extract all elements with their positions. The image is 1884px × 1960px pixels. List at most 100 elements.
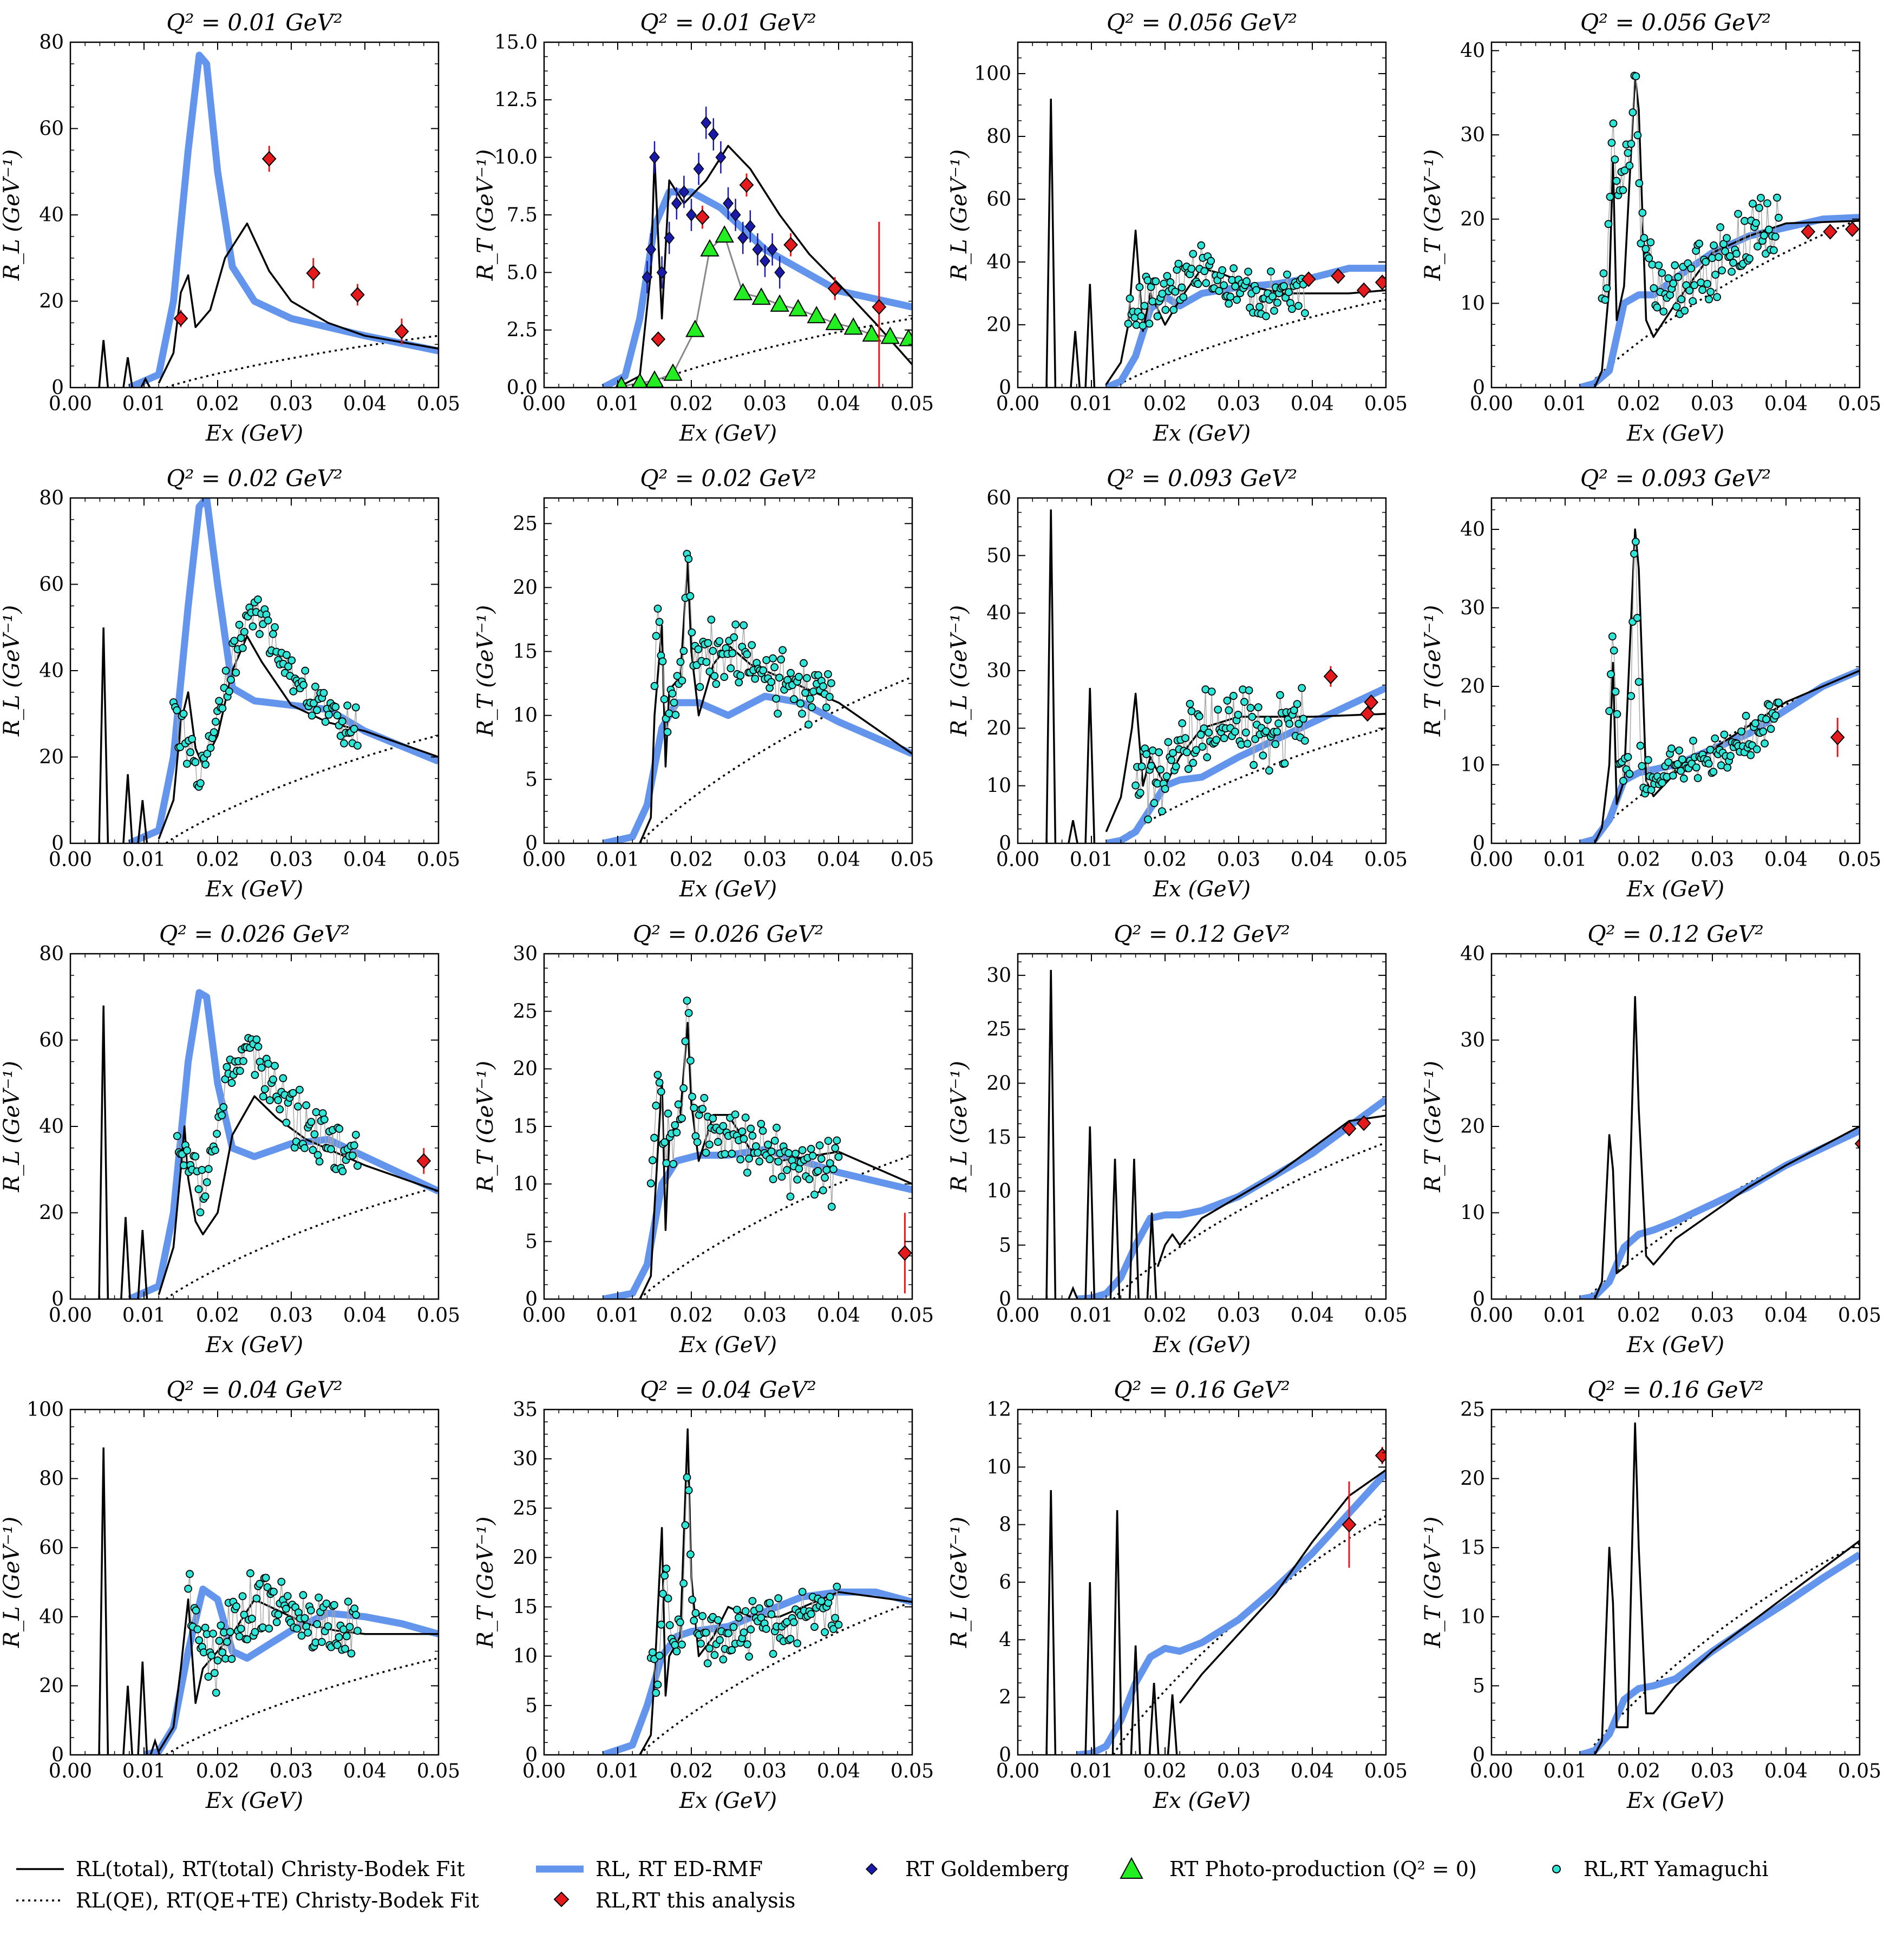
plot-frame	[1490, 41, 1861, 389]
y-tick-label: 60	[39, 118, 64, 140]
yamaguchi-point	[1671, 261, 1679, 270]
yamaguchi-point	[301, 666, 310, 675]
yamaguchi-point	[1255, 303, 1264, 311]
yamaguchi-point	[304, 1628, 312, 1637]
plot-area	[1579, 996, 1860, 1299]
x-tick-label: 0.03	[1217, 393, 1260, 415]
yamaguchi-point	[1162, 772, 1171, 781]
yamaguchi-point	[173, 706, 181, 714]
yamaguchi-point	[766, 1598, 774, 1607]
photo-point	[899, 329, 912, 346]
yamaguchi-point	[259, 1092, 267, 1101]
y-tick-label: 0	[525, 1744, 538, 1766]
yamaguchi-point	[671, 711, 680, 719]
yamaguchi-point	[319, 689, 328, 697]
yamaguchi-point	[313, 1151, 322, 1159]
x-tick-label: 0.02	[1617, 849, 1660, 871]
goldemberg-point	[678, 185, 690, 199]
y-tick-label: 15.0	[494, 31, 538, 54]
yamaguchi-point	[186, 1570, 194, 1578]
yamaguchi-point	[786, 1635, 795, 1643]
yamaguchi-point	[731, 620, 740, 629]
x-tick-label: 0.01	[596, 849, 639, 871]
yamaguchi-point	[709, 647, 717, 655]
x-tick-label: 0.05	[891, 849, 934, 871]
yamaguchi-point	[239, 1057, 247, 1065]
yamaguchi-point	[1197, 241, 1206, 250]
yamaguchi-point	[686, 1057, 695, 1065]
yamaguchi-point	[676, 658, 685, 666]
photo-point	[751, 287, 771, 305]
x-tick-label: 0.05	[1838, 849, 1881, 871]
this-analysis-point	[1301, 271, 1316, 287]
cb-total-curve	[617, 145, 912, 388]
cb-peak	[137, 1230, 148, 1299]
y-tick-label: 80	[986, 126, 1011, 148]
yamaguchi-point	[211, 717, 220, 726]
yamaguchi-point	[1749, 199, 1757, 208]
yamaguchi-point	[282, 1604, 290, 1613]
y-tick-label: 10	[986, 1181, 1011, 1203]
y-axis-label: R_T (GeV⁻¹)	[473, 605, 498, 737]
y-tick-label: 40	[39, 1606, 64, 1628]
chart-title: Q² = 0.01 GeV²	[166, 9, 343, 36]
chart-panel-14: 0.00 0.01 0.02 0.03 0.04 0.05 0 5 10 15 20 25 30 35 Q²…	[473, 1376, 934, 1813]
this-analysis-point	[827, 280, 842, 297]
yamaguchi-point	[1705, 295, 1713, 304]
yamaguchi-point	[698, 1105, 707, 1113]
yamaguchi-point	[237, 1624, 245, 1633]
yamaguchi-point	[1693, 774, 1702, 782]
chart-panel-8: 0.00 0.01 0.02 0.03 0.04 0.05 0 10 20 30 40 Q² = 0.…	[1421, 465, 1881, 902]
y-tick-label: 5	[999, 1234, 1011, 1256]
yamaguchi-point	[1633, 614, 1641, 622]
yamaguchi-point	[751, 1142, 760, 1151]
photo-point	[615, 376, 628, 388]
y-tick-label: 5	[525, 1695, 538, 1717]
yamaguchi-point	[341, 1644, 349, 1653]
yamaguchi-point	[1709, 768, 1718, 776]
plot-area	[1579, 71, 1860, 388]
plot-area	[98, 1447, 439, 1755]
yamaguchi-point	[1680, 306, 1689, 315]
this-analysis-point	[898, 1245, 912, 1261]
y-tick-label: 10	[1460, 1202, 1485, 1224]
y-axis-label: R_L (GeV⁻¹)	[947, 149, 972, 281]
photo-point	[685, 319, 705, 337]
y-tick-label: 30	[986, 660, 1011, 682]
y-tick-label: 0	[1473, 1744, 1485, 1766]
yamaguchi-point	[209, 1629, 217, 1638]
cb-peak	[1084, 1582, 1096, 1755]
x-tick-label: 0.03	[270, 1305, 313, 1327]
yamaguchi-point	[1194, 280, 1202, 288]
yamaguchi-point	[227, 676, 235, 684]
yamaguchi-point	[714, 1616, 722, 1624]
yamaguchi-point	[807, 1145, 815, 1153]
yamaguchi-point	[736, 671, 745, 680]
this-analysis-point	[306, 265, 321, 281]
yamaguchi-point	[1139, 322, 1147, 330]
this-analysis-point	[651, 331, 666, 348]
plot-area	[602, 997, 912, 1299]
cb-total-curve	[158, 635, 439, 840]
yamaguchi-point	[1231, 727, 1239, 736]
yamaguchi-point	[735, 1614, 743, 1622]
yamaguchi-point	[728, 649, 737, 658]
yamaguchi-point	[719, 1655, 728, 1664]
x-axis-label: Ex (GeV)	[1153, 1333, 1251, 1358]
yamaguchi-point	[1207, 257, 1215, 265]
yamaguchi-point	[822, 1166, 831, 1174]
yamaguchi-point	[827, 1203, 836, 1211]
yamaguchi-point	[810, 1623, 819, 1631]
x-axis-label: Ex (GeV)	[1153, 1788, 1251, 1813]
photo-point	[788, 299, 808, 317]
yamaguchi-point	[819, 682, 827, 691]
yamaguchi-point	[665, 709, 673, 718]
yamaguchi-point	[1638, 208, 1647, 217]
yamaguchi-point	[740, 1135, 748, 1143]
chart-title: Q² = 0.056 GeV²	[1107, 9, 1297, 36]
yamaguchi-point	[1186, 699, 1194, 708]
yamaguchi-point	[1126, 294, 1134, 303]
x-axis-label: Ex (GeV)	[679, 421, 777, 446]
yamaguchi-point	[330, 1601, 338, 1609]
